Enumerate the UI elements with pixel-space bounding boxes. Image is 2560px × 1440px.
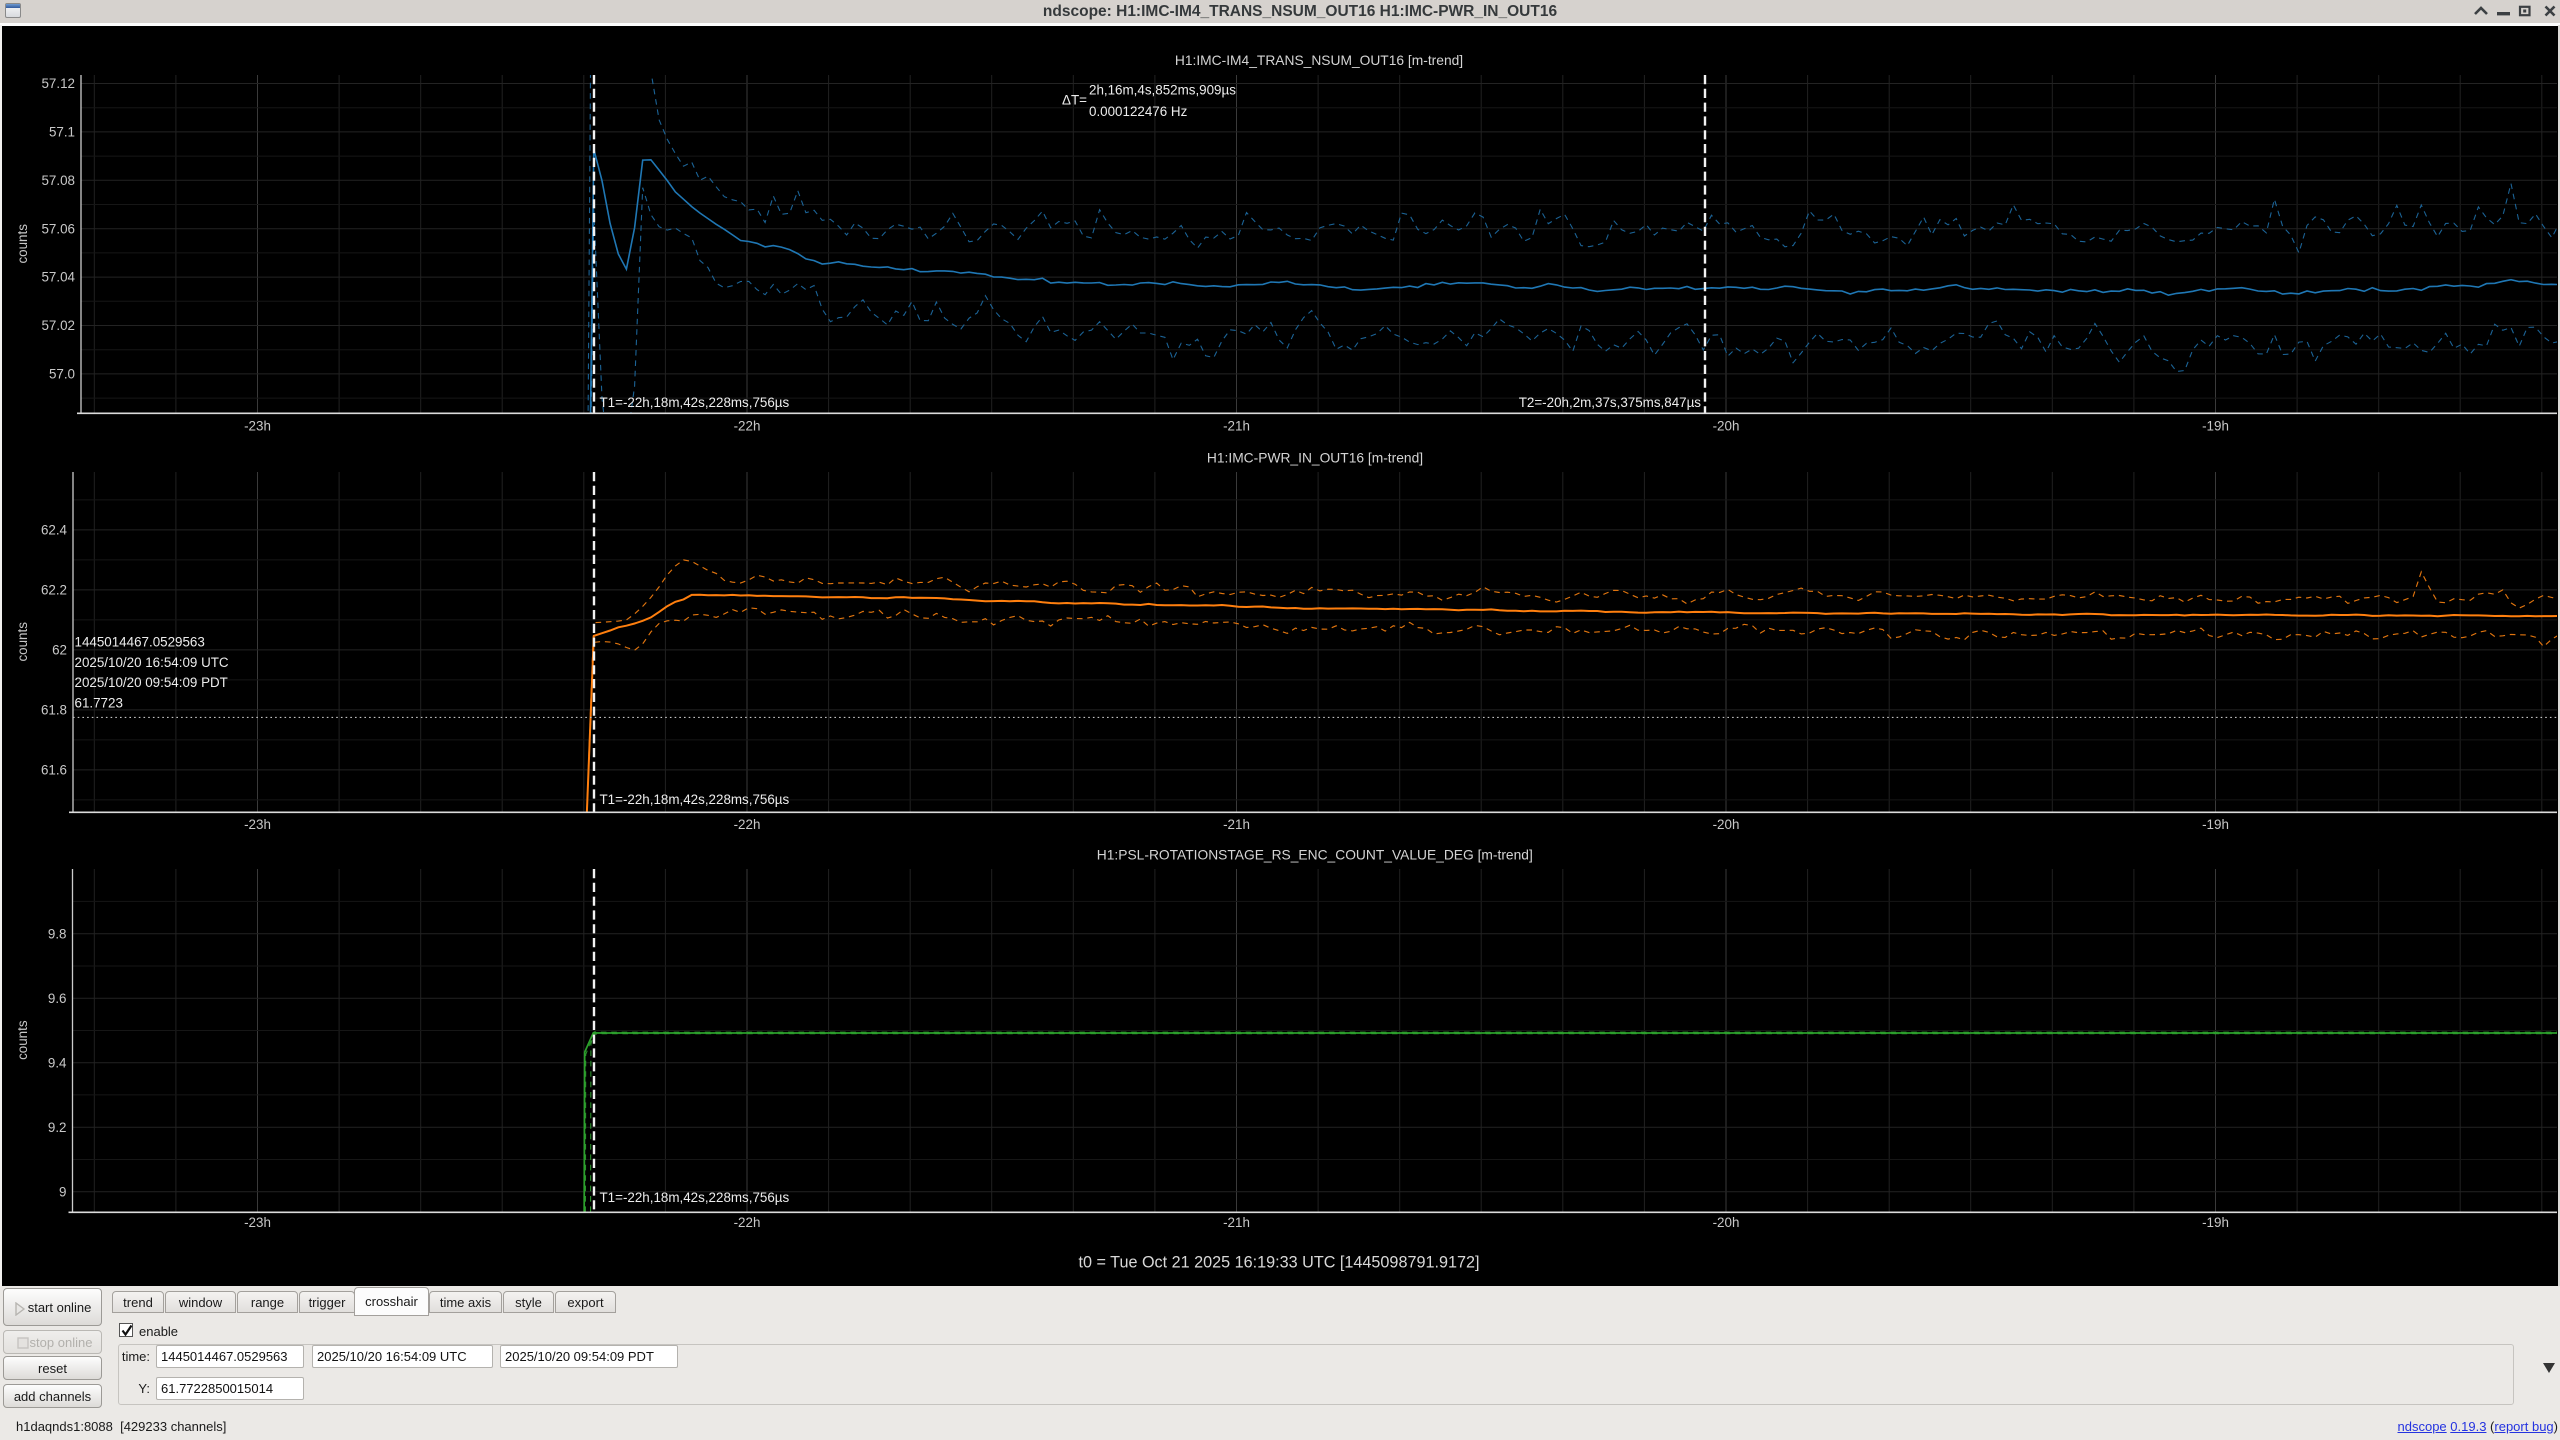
- svg-text:62: 62: [52, 643, 67, 658]
- svg-text:57.12: 57.12: [41, 76, 75, 91]
- svg-text:T1=-22h,18m,42s,228ms,756µs: T1=-22h,18m,42s,228ms,756µs: [600, 395, 790, 410]
- svg-text:-22h: -22h: [734, 817, 761, 832]
- svg-text:9.4: 9.4: [48, 1055, 67, 1070]
- svg-text:57.02: 57.02: [41, 318, 75, 333]
- svg-text:-19h: -19h: [2202, 419, 2229, 434]
- svg-text:-21h: -21h: [1223, 419, 1250, 434]
- svg-text:62.2: 62.2: [41, 583, 67, 598]
- svg-text:ΔT=: ΔT=: [1062, 93, 1087, 108]
- svg-text:-22h: -22h: [734, 419, 761, 434]
- svg-text:-19h: -19h: [2202, 817, 2229, 832]
- svg-text:9.6: 9.6: [48, 991, 67, 1006]
- svg-text:2025/10/20 09:54:09 PDT: 2025/10/20 09:54:09 PDT: [75, 675, 228, 690]
- svg-text:57.08: 57.08: [41, 173, 75, 188]
- svg-text:57.1: 57.1: [49, 125, 75, 140]
- svg-text:-19h: -19h: [2202, 1215, 2229, 1230]
- svg-text:57.0: 57.0: [49, 367, 75, 382]
- svg-text:0.000122476 Hz: 0.000122476 Hz: [1089, 104, 1188, 119]
- svg-text:H1:IMC-IM4_TRANS_NSUM_OUT16 [m: H1:IMC-IM4_TRANS_NSUM_OUT16 [m-trend]: [1175, 53, 1463, 68]
- svg-text:counts: counts: [15, 224, 30, 264]
- svg-text:-21h: -21h: [1223, 1215, 1250, 1230]
- svg-text:9.8: 9.8: [48, 926, 67, 941]
- svg-text:H1:PSL-ROTATIONSTAGE_RS_ENC_CO: H1:PSL-ROTATIONSTAGE_RS_ENC_COUNT_VALUE_…: [1097, 848, 1533, 863]
- svg-text:T2=-20h,2m,37s,375ms,847µs: T2=-20h,2m,37s,375ms,847µs: [1519, 395, 1702, 410]
- svg-text:-23h: -23h: [244, 1215, 271, 1230]
- svg-text:61.6: 61.6: [41, 763, 67, 778]
- svg-text:T1=-22h,18m,42s,228ms,756µs: T1=-22h,18m,42s,228ms,756µs: [600, 792, 790, 807]
- svg-text:2h,16m,4s,852ms,909µs: 2h,16m,4s,852ms,909µs: [1089, 83, 1236, 98]
- svg-text:61.8: 61.8: [41, 703, 67, 718]
- svg-text:-20h: -20h: [1713, 419, 1740, 434]
- svg-text:9.2: 9.2: [48, 1120, 67, 1135]
- svg-text:H1:IMC-PWR_IN_OUT16 [m-trend]: H1:IMC-PWR_IN_OUT16 [m-trend]: [1207, 451, 1423, 466]
- svg-text:-23h: -23h: [244, 817, 271, 832]
- svg-text:counts: counts: [15, 622, 30, 662]
- svg-text:1445014467.0529563: 1445014467.0529563: [75, 635, 205, 650]
- svg-text:61.7723: 61.7723: [75, 695, 123, 710]
- svg-text:2025/10/20 16:54:09 UTC: 2025/10/20 16:54:09 UTC: [75, 655, 229, 670]
- svg-text:T1=-22h,18m,42s,228ms,756µs: T1=-22h,18m,42s,228ms,756µs: [600, 1190, 790, 1205]
- svg-text:-21h: -21h: [1223, 817, 1250, 832]
- svg-text:62.4: 62.4: [41, 523, 68, 538]
- svg-text:-23h: -23h: [244, 419, 271, 434]
- svg-text:t0 = Tue Oct 21 2025 16:19:33: t0 = Tue Oct 21 2025 16:19:33 UTC [14450…: [1079, 1253, 1480, 1271]
- svg-text:57.04: 57.04: [41, 270, 75, 285]
- svg-text:-20h: -20h: [1713, 817, 1740, 832]
- svg-text:counts: counts: [15, 1020, 30, 1060]
- svg-text:-22h: -22h: [734, 1215, 761, 1230]
- svg-text:9: 9: [59, 1184, 66, 1199]
- svg-text:-20h: -20h: [1713, 1215, 1740, 1230]
- svg-text:57.06: 57.06: [41, 221, 75, 236]
